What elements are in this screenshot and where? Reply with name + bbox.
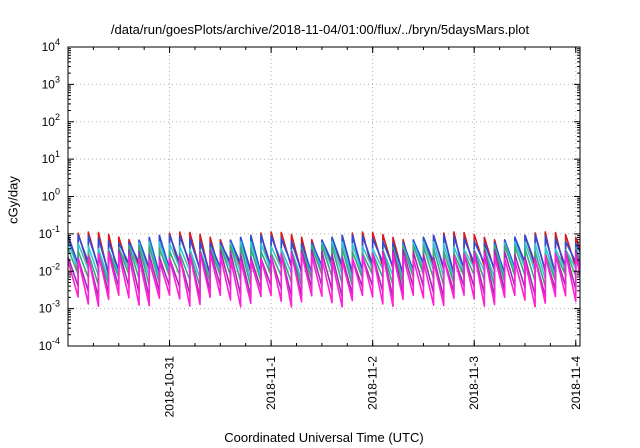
series-line xyxy=(68,244,580,288)
y-tick-label: 102 xyxy=(42,112,60,129)
y-tick-label: 104 xyxy=(42,37,60,54)
x-tick-label: 2018-10-31 xyxy=(163,356,177,418)
y-tick-label: 10-4 xyxy=(39,336,60,353)
series-line xyxy=(68,249,580,299)
x-tick-label: 2018-11-2 xyxy=(366,356,380,410)
y-tick-label: 101 xyxy=(42,149,60,166)
x-tick-label: 2018-11-1 xyxy=(264,356,278,410)
x-axis-label: Coordinated Universal Time (UTC) xyxy=(224,430,424,445)
series-line xyxy=(68,234,580,275)
y-tick-label: 103 xyxy=(42,74,60,91)
y-tick-label: 100 xyxy=(42,187,60,204)
y-tick-label: 10-2 xyxy=(39,261,60,278)
y-axis-label: cGy/day xyxy=(5,176,21,224)
y-tick-label: 10-3 xyxy=(39,299,60,316)
chart-title: /data/run/goesPlots/archive/2018-11-04/0… xyxy=(110,22,530,37)
x-tick-label: 2018-11-4 xyxy=(569,356,583,410)
y-tick-label: 10-1 xyxy=(39,224,60,241)
x-tick-label: 2018-11-3 xyxy=(467,356,481,410)
series-line xyxy=(68,251,580,308)
